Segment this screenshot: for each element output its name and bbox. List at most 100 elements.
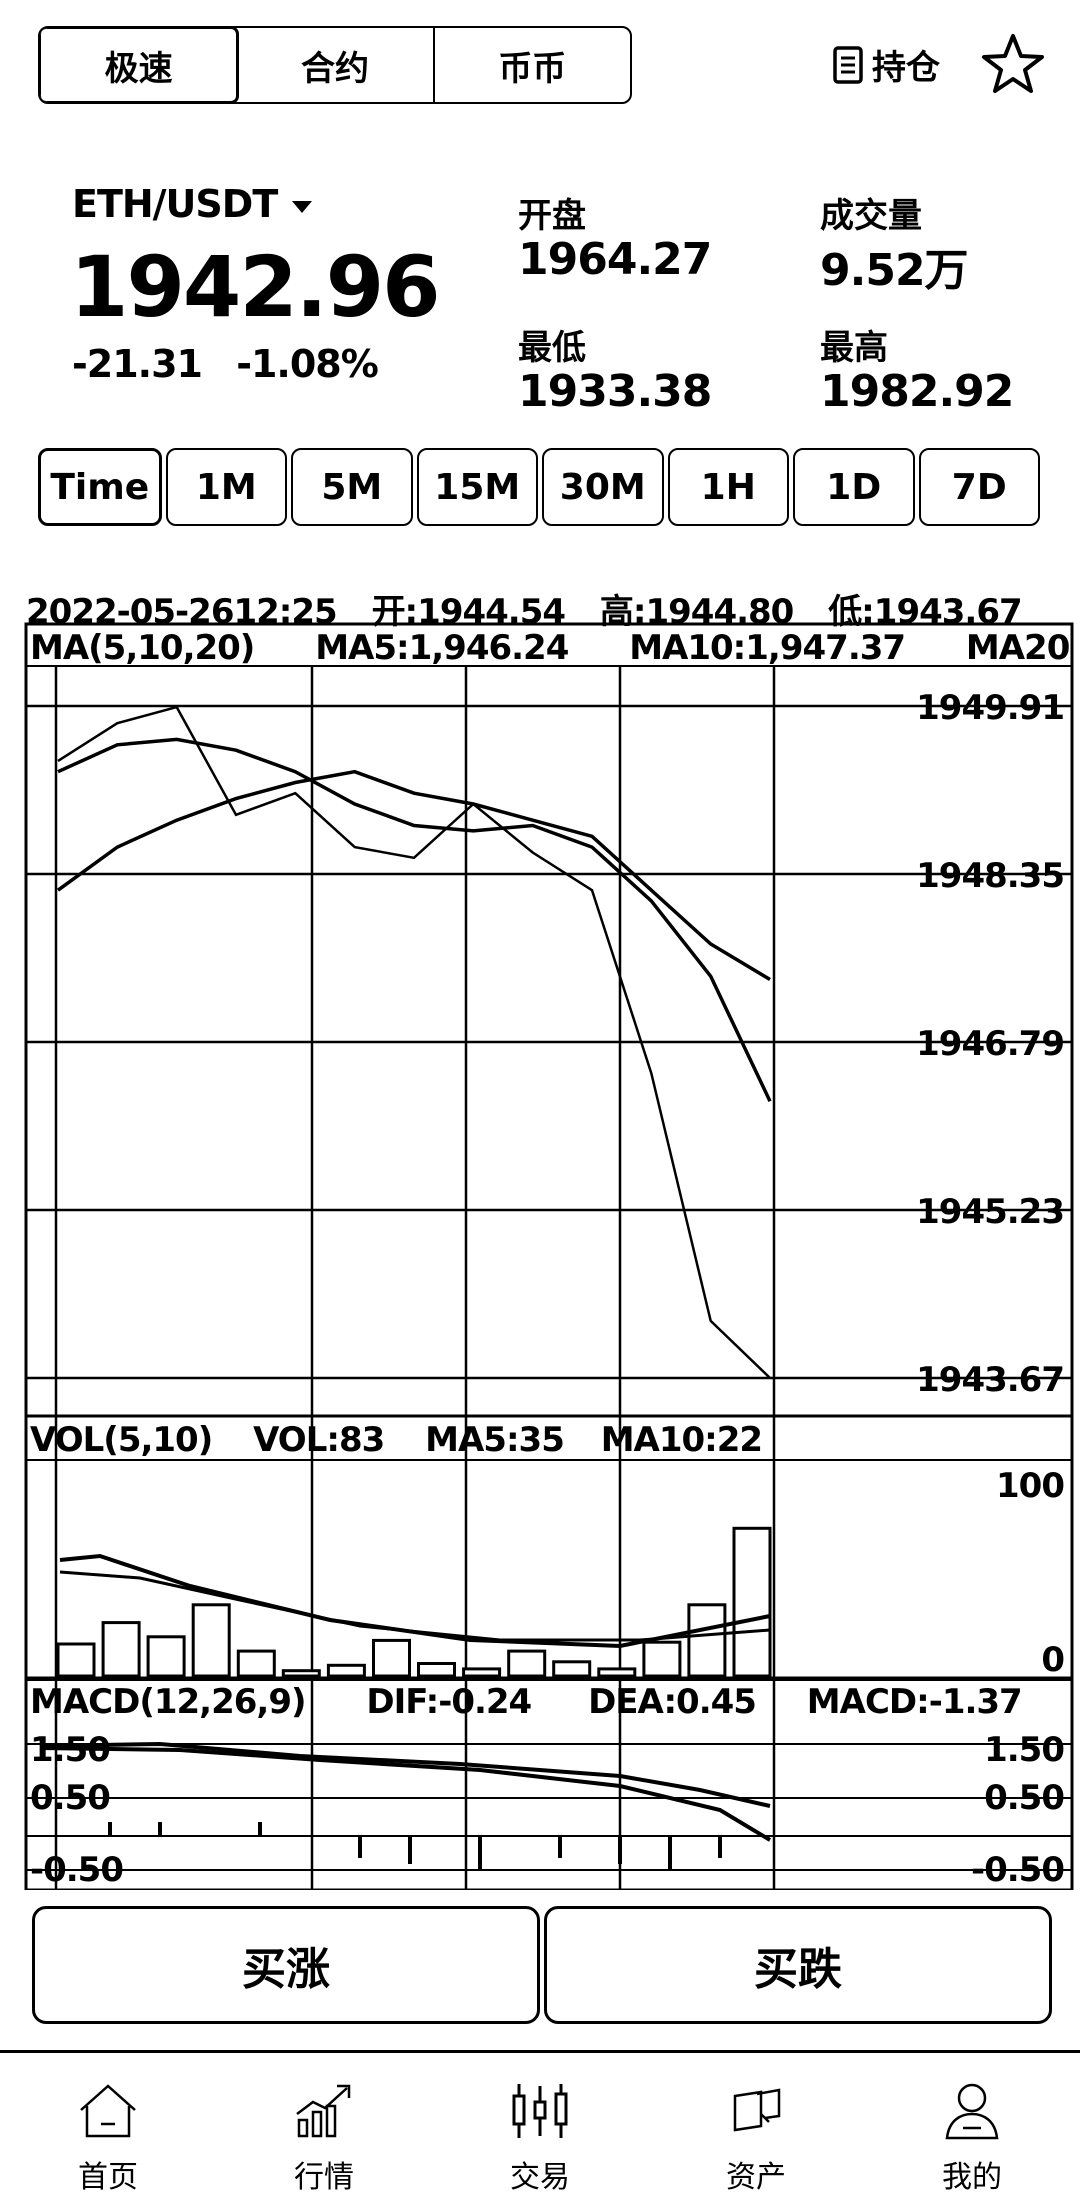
ma10-value: MA10:1,947.37 — [629, 628, 906, 668]
bottom-nav: 首页 行情 交易 资产 — [0, 2050, 1080, 2206]
tf-7d[interactable]: 7D — [918, 448, 1040, 526]
price-line-2 — [56, 769, 771, 982]
vol-ma5: MA5:35 — [425, 1420, 565, 1460]
vol-ma10-line — [59, 1570, 771, 1642]
price-panel-frame — [24, 622, 1074, 1418]
nav-profile-label: 我的 — [942, 2160, 1002, 2195]
macd-value: MACD:-1.37 — [806, 1682, 1023, 1722]
macd-title: MACD(12,26,9) — [30, 1682, 307, 1722]
volume-bar — [372, 1638, 411, 1678]
price-tick-3: 1946.79 — [916, 1024, 1065, 1064]
vol-value: VOL:83 — [253, 1420, 385, 1460]
open-value: 1964.27 — [518, 234, 712, 285]
macd-tick-r1: 1.50 — [984, 1730, 1065, 1770]
trade-mode-tabs: 极速 合约 币币 — [38, 26, 632, 104]
document-icon — [833, 45, 863, 84]
tf-15m[interactable]: 15M — [416, 448, 538, 526]
volume-bar — [462, 1667, 502, 1678]
volume-bar — [417, 1662, 456, 1678]
low-value: 1933.38 — [518, 366, 712, 417]
tf-30m[interactable]: 30M — [542, 448, 664, 526]
tab-fast[interactable]: 极速 — [40, 28, 240, 102]
tf-1m[interactable]: 1M — [165, 448, 287, 526]
nav-market[interactable]: 行情 — [216, 2053, 432, 2206]
chart-grid — [24, 622, 1074, 1890]
volume-bar — [236, 1649, 276, 1678]
ma5-value: MA5:1,946.24 — [315, 628, 569, 668]
macd-row: MACD(12,26,9) DIF:-0.24 DEA:0.45 MACD:-1… — [30, 1682, 1023, 1722]
price-tick-1: 1949.91 — [916, 688, 1065, 728]
nav-profile[interactable]: 我的 — [864, 2053, 1080, 2206]
price-tick-5: 1943.67 — [916, 1360, 1065, 1400]
volume-bar — [191, 1603, 231, 1678]
nav-trade-label: 交易 — [510, 2160, 570, 2195]
volume-bar — [281, 1669, 321, 1678]
nav-home[interactable]: 首页 — [0, 2053, 216, 2206]
volume-bar — [732, 1526, 772, 1678]
macd-dea: DEA:0.45 — [588, 1682, 757, 1722]
volume-bar — [56, 1642, 96, 1678]
market-chart-icon — [296, 2084, 351, 2138]
volume-bar — [687, 1603, 727, 1678]
tf-5m[interactable]: 5M — [291, 448, 413, 526]
volume-bar — [146, 1635, 186, 1678]
trade-candles-icon — [512, 2084, 568, 2138]
ma-title: MA(5,10,20) — [30, 628, 255, 668]
volume-bar — [507, 1649, 547, 1678]
volume-value: 9.52万 — [820, 245, 969, 296]
tab-contract[interactable]: 合约 — [237, 28, 435, 102]
tf-time[interactable]: Time — [38, 448, 162, 526]
macd-dea-line — [39, 1741, 771, 1808]
open-label: 开盘 — [518, 196, 586, 236]
volume-bar — [552, 1660, 592, 1678]
nav-home-label: 首页 — [78, 2160, 138, 2195]
price-series — [56, 705, 772, 1379]
change-amount: -21.31 — [72, 342, 203, 386]
tf-1h[interactable]: 1H — [667, 448, 789, 526]
change-percent: -1.08% — [236, 342, 379, 386]
last-price: 1942.96 — [70, 238, 441, 336]
nav-trade[interactable]: 交易 — [432, 2053, 648, 2206]
timeframe-tabs: Time 1M 5M 15M 30M 1H 1D 7D — [38, 448, 1040, 526]
price-tick-4: 1945.23 — [916, 1192, 1065, 1232]
macd-tick-l2: 0.50 — [30, 1778, 111, 1818]
high-label: 最高 — [820, 328, 888, 368]
kline-chart[interactable] — [0, 0, 1080, 1890]
holdings-button[interactable]: 持仓 — [832, 40, 940, 89]
buy-up-button[interactable]: 买涨 — [32, 1906, 540, 2024]
vol-tick-top: 100 — [996, 1466, 1065, 1506]
pair-name: ETH/USDT — [72, 182, 278, 226]
tf-1d[interactable]: 1D — [793, 448, 915, 526]
price-line-1 — [57, 737, 772, 1102]
price-change: -21.31 -1.08% — [72, 342, 379, 386]
volume-bar — [326, 1663, 366, 1678]
volume-bars — [56, 1526, 772, 1678]
vol-row: VOL(5,10) VOL:83 MA5:35 MA10:22 — [30, 1420, 763, 1460]
pair-selector[interactable]: ETH/USDT — [72, 182, 315, 226]
holdings-label: 持仓 — [872, 48, 940, 88]
macd-panel-frame — [24, 1676, 1074, 1890]
tab-spot[interactable]: 币币 — [498, 48, 567, 89]
macd-tick-l3: -0.50 — [30, 1850, 124, 1890]
macd-tick-r3: -0.50 — [971, 1850, 1065, 1890]
price-line-0 — [57, 705, 771, 1379]
high-value: 1982.92 — [820, 366, 1014, 417]
macd-dif: DIF:-0.24 — [366, 1682, 532, 1722]
macd-dif-line — [39, 1746, 772, 1842]
buy-down-button[interactable]: 买跌 — [544, 1906, 1052, 2024]
vol-ma10: MA10:22 — [600, 1420, 763, 1460]
vol-title: VOL(5,10) — [30, 1420, 213, 1460]
ma20-value: MA20:1,948.0 — [965, 628, 1072, 668]
nav-assets[interactable]: 资产 — [648, 2053, 864, 2206]
volume-ma-lines — [59, 1553, 771, 1649]
volume-bar — [101, 1621, 141, 1678]
price-tick-2: 1948.35 — [916, 856, 1065, 896]
nav-assets-label: 资产 — [726, 2160, 786, 2195]
volume-label: 成交量 — [820, 196, 922, 236]
favorite-star-icon[interactable] — [980, 32, 1046, 98]
nav-market-label: 行情 — [294, 2160, 354, 2195]
profile-icon — [945, 2083, 999, 2140]
low-label: 最低 — [518, 328, 586, 368]
volume-bar — [597, 1667, 637, 1678]
macd-series — [39, 1741, 772, 1870]
